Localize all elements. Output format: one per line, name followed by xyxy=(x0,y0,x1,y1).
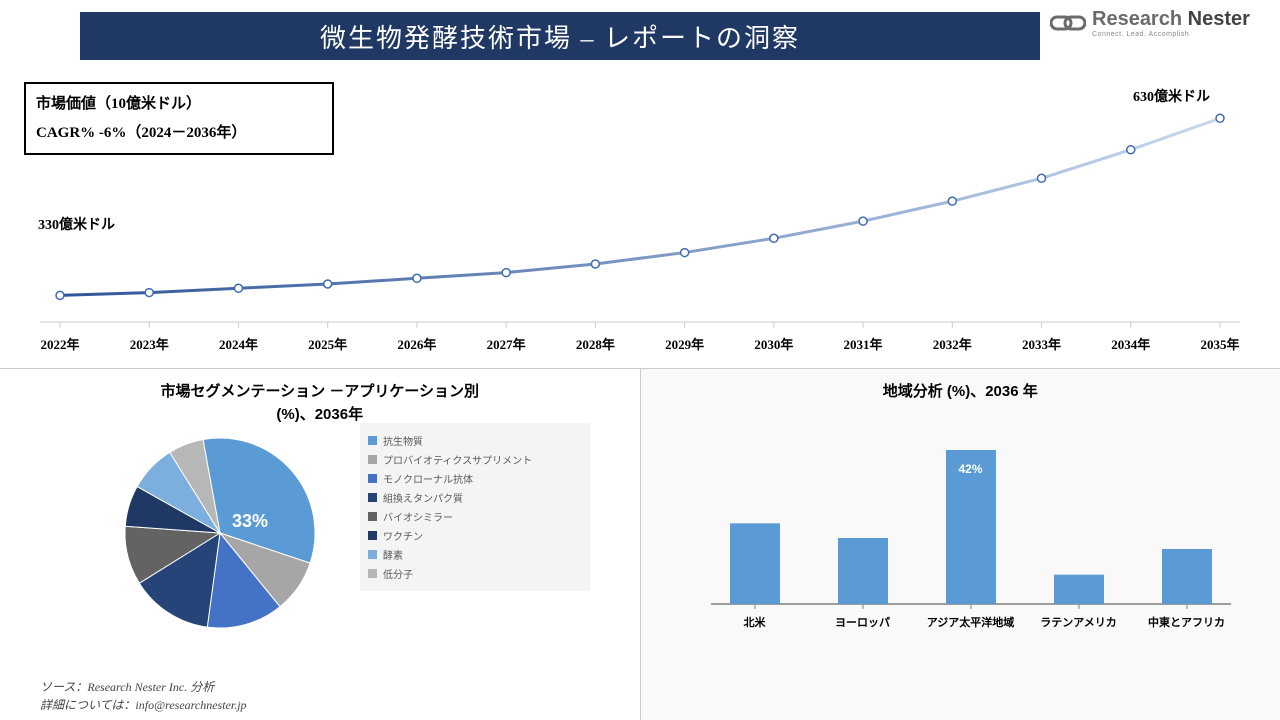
legend-label: 酵素 xyxy=(383,547,403,562)
legend-item: 低分子 xyxy=(368,566,582,581)
year-tick: 2028年 xyxy=(576,334,615,353)
legend-label: ワクチン xyxy=(383,528,423,543)
footer-line-1: ソース：Research Nester Inc. 分析 xyxy=(40,678,247,696)
legend-swatch xyxy=(368,436,377,445)
year-tick: 2035年 xyxy=(1200,334,1239,353)
bar-panel: 地域分析 (%)、2036 年 北米ヨーロッパアジア太平洋地域 42% ラテンアメリ… xyxy=(641,368,1280,720)
legend-swatch xyxy=(368,569,377,578)
legend-swatch xyxy=(368,531,377,540)
pie-title: 市場セグメンテーション －アプリケーション別(%)、2036年 xyxy=(16,381,624,426)
legend-item: 酵素 xyxy=(368,547,582,562)
legend-swatch xyxy=(368,455,377,464)
legend-item: 抗生物質 xyxy=(368,433,582,448)
legend-item: モノクローナル抗体 xyxy=(368,471,582,486)
year-tick: 2024年 xyxy=(219,334,258,353)
bar-chart: 北米ヨーロッパアジア太平洋地域 42% ラテンアメリカ中東とアフリカ xyxy=(701,429,1241,639)
year-tick: 2022年 xyxy=(40,334,79,353)
year-tick: 2030年 xyxy=(754,334,793,353)
pie-legend: 抗生物質 プロバイオティクスサプリメント モノクローナル抗体 組換えタンパク質 … xyxy=(360,423,590,591)
year-tick: 2034年 xyxy=(1111,334,1150,353)
bar-category-label: ヨーロッパ xyxy=(813,614,913,630)
legend-item: 組換えタンパク質 xyxy=(368,490,582,505)
legend-label: プロバイオティクスサプリメント xyxy=(383,452,532,467)
footer-text: ソース：Research Nester Inc. 分析 詳細については：info… xyxy=(40,678,247,714)
legend-label: モノクローナル抗体 xyxy=(383,471,473,486)
bar-value-label: 42% xyxy=(958,462,982,476)
legend-swatch xyxy=(368,550,377,559)
bar-category-label: 中東とアフリカ xyxy=(1137,614,1237,630)
legend-item: バイオシミラー xyxy=(368,509,582,524)
year-tick: 2032年 xyxy=(933,334,972,353)
logo-link-icon xyxy=(1050,11,1086,35)
year-tick: 2027年 xyxy=(487,334,526,353)
year-tick: 2026年 xyxy=(397,334,436,353)
logo-word-1: Research xyxy=(1092,8,1182,30)
legend-swatch xyxy=(368,512,377,521)
line-chart-svg xyxy=(20,74,1260,354)
brand-logo: Research Nester Connect. Lead. Accomplis… xyxy=(1050,8,1270,38)
year-tick: 2033年 xyxy=(1022,334,1061,353)
legend-swatch xyxy=(368,474,377,483)
year-tick: 2031年 xyxy=(844,334,883,353)
logo-word-2: Nester xyxy=(1188,8,1250,30)
pie-chart: 33% xyxy=(120,433,320,633)
header-band: 微生物発酵技術市場 – レポートの洞察 xyxy=(80,12,1040,60)
line-end-label: 630億米ドル xyxy=(1133,86,1210,106)
bar-title: 地域分析 (%)、2036 年 xyxy=(657,381,1265,404)
year-tick: 2023年 xyxy=(130,334,169,353)
bottom-panels: 市場セグメンテーション －アプリケーション別(%)、2036年 33% 抗生物質… xyxy=(0,368,1280,720)
bar-svg xyxy=(701,429,1241,639)
pie-panel: 市場セグメンテーション －アプリケーション別(%)、2036年 33% 抗生物質… xyxy=(0,368,641,720)
pie-main-label: 33% xyxy=(232,511,268,532)
bar-category-label: ラテンアメリカ xyxy=(1029,614,1129,630)
legend-label: 組換えタンパク質 xyxy=(383,490,463,505)
footer-line-2: 詳細については：info@researchnester.jp xyxy=(40,696,247,714)
page-title: 微生物発酵技術市場 – レポートの洞察 xyxy=(320,18,800,55)
legend-label: 低分子 xyxy=(383,566,413,581)
legend-item: プロバイオティクスサプリメント xyxy=(368,452,582,467)
legend-label: バイオシミラー xyxy=(383,509,453,524)
bar-category-label: アジア太平洋地域 xyxy=(921,614,1021,630)
legend-label: 抗生物質 xyxy=(383,433,423,448)
pie-svg xyxy=(120,433,320,633)
bar-category-label: 北米 xyxy=(705,614,805,630)
legend-item: ワクチン xyxy=(368,528,582,543)
year-tick: 2025年 xyxy=(308,334,347,353)
year-tick: 2029年 xyxy=(665,334,704,353)
legend-swatch xyxy=(368,493,377,502)
logo-tagline: Connect. Lead. Accomplish xyxy=(1092,31,1250,38)
line-chart: 330億米ドル 630億米ドル 2022年 2023年 2024年 2025年 2026… xyxy=(20,74,1260,354)
logo-text: Research Nester xyxy=(1092,8,1250,31)
line-start-label: 330億米ドル xyxy=(38,214,115,234)
